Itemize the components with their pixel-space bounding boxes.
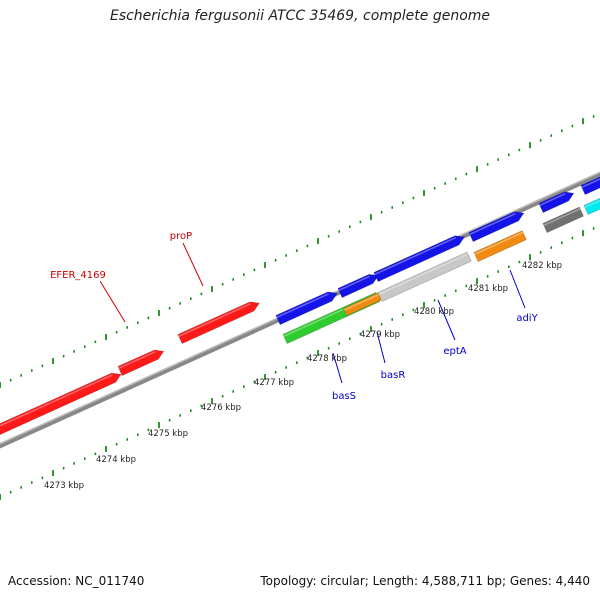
gene-red-2-highlight — [118, 351, 156, 369]
leader-line-efer4169 — [99, 280, 126, 323]
gene-blue-3 — [373, 235, 465, 282]
gene-dark-highlight — [543, 208, 581, 226]
gene-blue-4 — [468, 211, 525, 242]
gene-label-prop: proP — [170, 231, 192, 242]
gene-dark — [542, 206, 584, 233]
scale-label-4279: 4279 kbp — [360, 330, 400, 340]
gene-label-basr: basR — [381, 370, 406, 381]
gene-blue-1 — [275, 291, 338, 325]
gene-label-epta: eptA — [443, 346, 466, 357]
genome-summary-text: Topology: circular; Length: 4,588,711 bp… — [260, 574, 590, 588]
outer-tick-track — [0, 115, 595, 388]
leader-line-adiy — [509, 269, 526, 309]
map-title: Escherichia fergusonii ATCC 35469, compl… — [109, 8, 491, 24]
gene-basr-highlight — [343, 293, 380, 311]
scale-label-4282: 4282 kbp — [522, 261, 562, 271]
gene-blue-6 — [580, 176, 600, 195]
gene-epta-highlight — [378, 253, 469, 295]
scale-label-4274: 4274 kbp — [96, 455, 136, 465]
scale-label-4277: 4277 kbp — [254, 378, 294, 388]
gene-label-bass: basS — [332, 391, 356, 402]
scale-label-4281: 4281 kbp — [468, 284, 508, 294]
gene-label-efer4169: EFER_4169 — [50, 270, 106, 281]
gene-cyan — [583, 197, 600, 215]
scale-label-4276: 4276 kbp — [201, 403, 241, 413]
scale-label-4280: 4280 kbp — [414, 307, 454, 317]
leader-line-basr — [376, 331, 386, 364]
gene-blue-5-highlight — [539, 193, 566, 206]
gene-blue-3-highlight — [374, 236, 457, 275]
gene-prop-highlight — [178, 303, 252, 337]
gene-label-adiy: adiY — [516, 313, 538, 324]
accession-text: Accession: NC_011740 — [8, 574, 145, 588]
gene-epta — [377, 251, 472, 302]
gene-blue-1-highlight — [276, 293, 330, 318]
gene-red-1-highlight — [0, 374, 113, 427]
scale-label-4273: 4273 kbp — [44, 481, 84, 491]
inner-tick-track — [0, 227, 595, 500]
scale-label-4275: 4275 kbp — [148, 429, 188, 439]
gene-cyan-highlight — [584, 199, 600, 208]
gene-adiy — [473, 230, 527, 262]
gene-blue-5 — [538, 191, 575, 213]
gene-blue-2 — [337, 274, 379, 298]
gene-features — [0, 176, 600, 435]
gene-prop — [177, 301, 260, 344]
leader-line-epta — [437, 299, 456, 341]
gene-red-2 — [117, 349, 165, 376]
gene-blue-6-highlight — [581, 178, 600, 188]
gene-adiy-highlight — [474, 231, 524, 255]
gene-basr — [343, 292, 382, 316]
gene-blue-2-highlight — [338, 275, 371, 291]
leader-line-prop — [182, 242, 204, 287]
gene-blue-4-highlight — [469, 213, 516, 235]
leader-line-bass — [332, 352, 343, 384]
scale-label-4278: 4278 kbp — [307, 354, 347, 364]
gene-red-1 — [0, 372, 122, 435]
